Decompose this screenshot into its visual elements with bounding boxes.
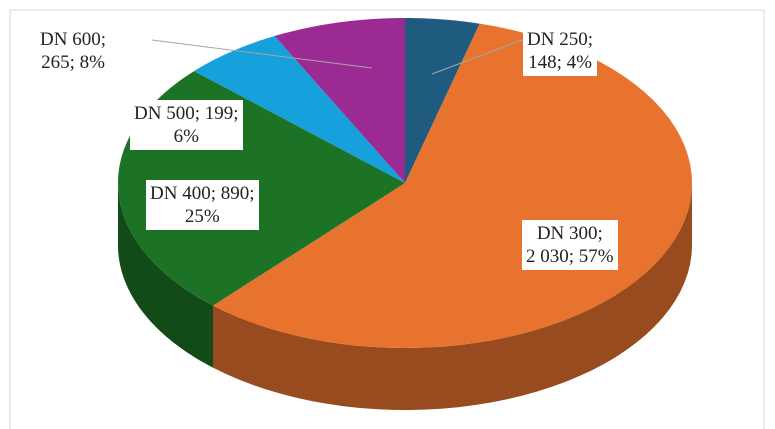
slice-side-shade bbox=[118, 183, 213, 368]
data-label: DN 250; 148; 4% bbox=[523, 26, 597, 76]
data-label: DN 600; 265; 8% bbox=[36, 26, 110, 76]
slice-side bbox=[212, 183, 693, 410]
slice bbox=[194, 35, 405, 183]
leader-line bbox=[151, 39, 373, 69]
chart-frame bbox=[9, 9, 765, 429]
leader-line bbox=[431, 39, 523, 75]
slice bbox=[274, 18, 405, 183]
data-label: DN 400; 890; 25% bbox=[146, 180, 259, 230]
slice-side-shade bbox=[212, 183, 693, 410]
slice bbox=[405, 18, 480, 183]
data-label: DN 300; 2 030; 57% bbox=[522, 220, 618, 270]
data-label: DN 500; 199; 6% bbox=[130, 100, 243, 150]
slice-side bbox=[118, 183, 213, 368]
